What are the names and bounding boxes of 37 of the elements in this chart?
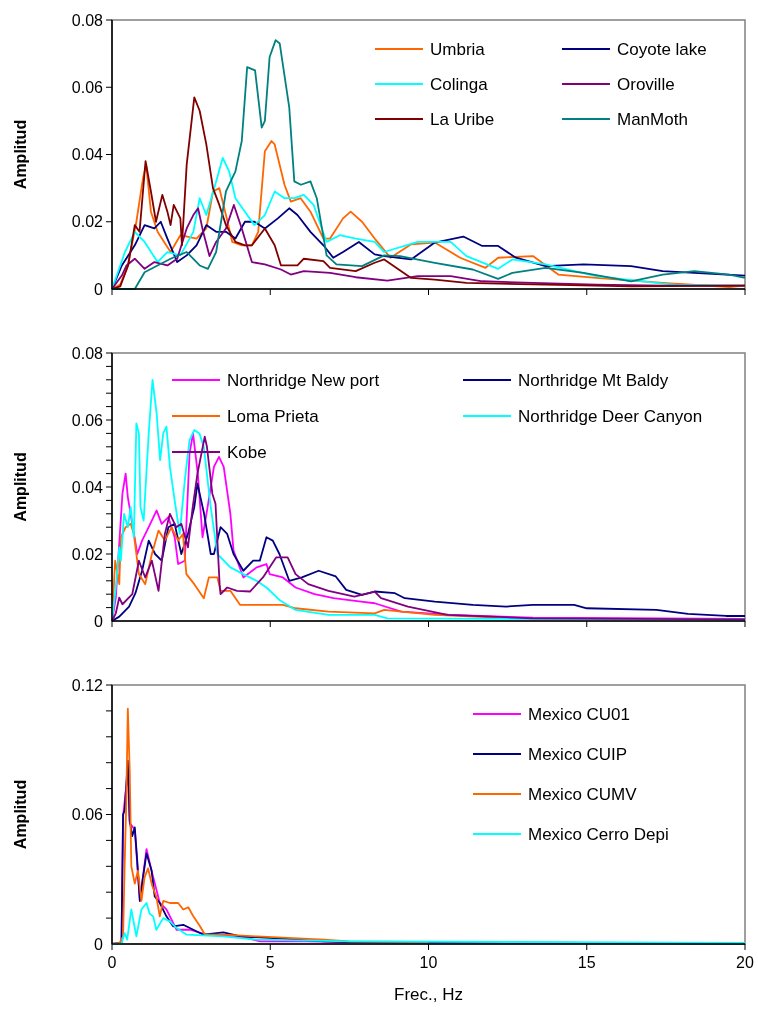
y-tick-label: 0.06: [71, 78, 104, 96]
y-tick-label: 0: [94, 280, 104, 298]
y-tick-label: 0.06: [71, 806, 104, 824]
x-tick-label: 0: [107, 954, 117, 971]
x-tick-label: 15: [577, 954, 596, 971]
y-tick-label: 0: [94, 935, 104, 953]
legend-label: Oroville: [617, 74, 675, 94]
legend-label: Umbria: [430, 39, 486, 59]
legend-label: Mexico CUMV: [528, 784, 638, 804]
x-tick-label: 10: [419, 954, 438, 971]
y-axis-title: Amplitud: [12, 779, 29, 850]
y-tick-label: 0.02: [71, 213, 104, 231]
legend-label: Northridge New port: [227, 370, 380, 390]
x-axis-title: Frec., Hz: [394, 985, 463, 1004]
y-tick-label: 0.06: [71, 411, 104, 429]
legend-label: Mexico CUIP: [528, 744, 628, 764]
legend-label: Mexico Cerro Depi: [528, 824, 669, 844]
y-tick-label: 0.02: [71, 545, 104, 563]
legend-label: Mexico CU01: [528, 704, 631, 724]
legend-label: Northridge Mt Baldy: [518, 370, 669, 390]
x-tick-label: 20: [736, 954, 754, 971]
legend-label: Loma Prieta: [227, 406, 320, 426]
y-tick-label: 0.08: [71, 11, 104, 29]
y-tick-label: 0.04: [71, 146, 104, 164]
y-tick-label: 0.04: [71, 478, 104, 496]
y-tick-label: 0.12: [71, 676, 104, 694]
y-axis-title: Amplitud: [12, 452, 29, 522]
legend-label: Kobe: [227, 442, 267, 462]
legend-label: La Uribe: [430, 109, 495, 129]
x-tick-label: 5: [265, 954, 275, 971]
y-tick-label: 0: [94, 612, 104, 630]
y-tick-label: 0.08: [71, 344, 104, 362]
legend-label: Northridge Deer Canyon: [518, 406, 703, 426]
legend-label: Colinga: [430, 74, 489, 94]
legend-label: ManMoth: [617, 109, 688, 129]
y-axis-title: Amplitud: [12, 119, 29, 190]
legend-label: Coyote lake: [617, 39, 707, 59]
